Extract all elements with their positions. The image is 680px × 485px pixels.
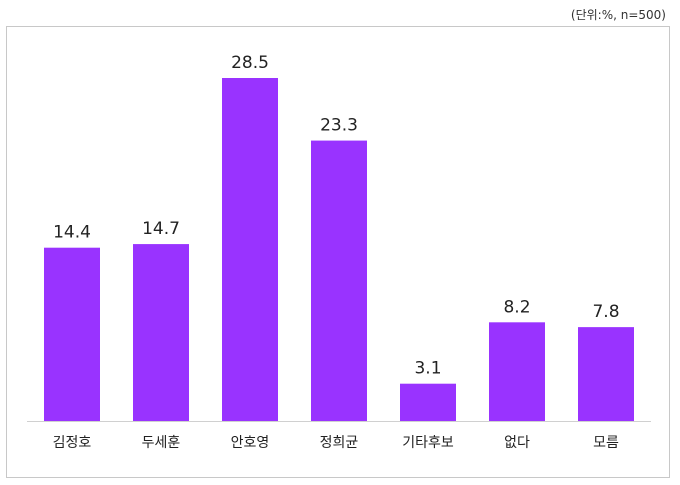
data-label: 23.3 bbox=[320, 116, 358, 136]
bar-chart: 14.4 김정호 14.7 두세훈 28.5 안호영 23.3 정희균 3.1 기타후보 8.2 없다… bbox=[27, 53, 651, 451]
category-label: 없다 bbox=[504, 435, 530, 451]
bar bbox=[222, 78, 278, 421]
chart-frame: 14.4 김정호 14.7 두세훈 28.5 안호영 23.3 정희균 3.1 기타후보 8.2 없다… bbox=[6, 26, 670, 478]
bar bbox=[578, 327, 634, 421]
bar bbox=[133, 244, 189, 421]
category-label: 기타후보 bbox=[402, 435, 454, 451]
data-label: 14.7 bbox=[142, 219, 180, 239]
category-label: 안호영 bbox=[231, 435, 270, 451]
bar bbox=[44, 247, 100, 421]
category-label: 모름 bbox=[593, 435, 619, 451]
category-label: 두세훈 bbox=[142, 435, 181, 451]
category-label: 정희균 bbox=[320, 435, 359, 451]
category-label: 김정호 bbox=[53, 435, 92, 451]
data-label: 28.5 bbox=[231, 53, 269, 73]
bar bbox=[489, 322, 545, 421]
bar bbox=[400, 383, 456, 421]
unit-note: (단위:%, n=500) bbox=[570, 8, 666, 22]
data-label: 3.1 bbox=[414, 359, 441, 379]
data-label: 14.4 bbox=[53, 223, 91, 243]
data-label: 7.8 bbox=[592, 302, 619, 322]
data-label: 8.2 bbox=[503, 297, 530, 317]
bar bbox=[311, 140, 367, 421]
